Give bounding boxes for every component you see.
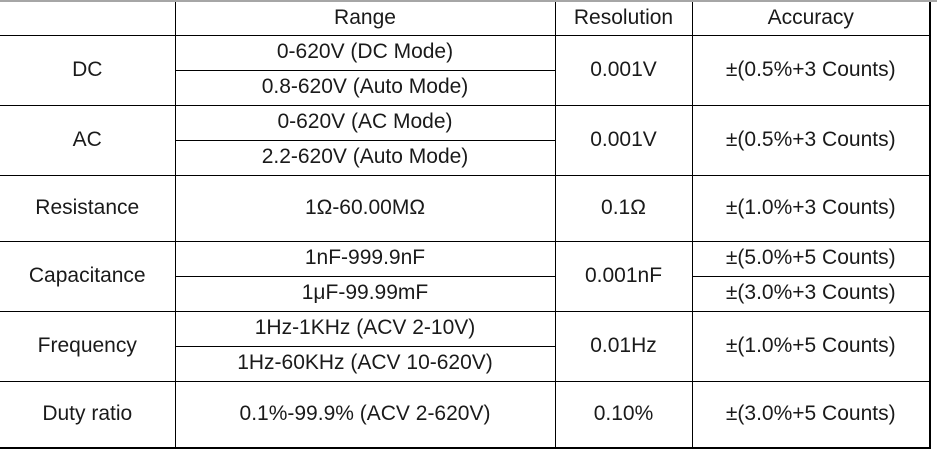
table-row: 1μF-99.99mF ±(3.0%+3 Counts) — [0, 275, 931, 312]
accuracy-cell: ±(1.0%+5 Counts) — [691, 310, 931, 382]
table-row: AC 0-620V (AC Mode) 0.001V ±(0.5%+3 Coun… — [0, 104, 931, 176]
spec-table: Range Resolution Accuracy DC 0-620V (DC … — [0, 2, 931, 449]
range-cell: 0-620V (AC Mode) — [174, 104, 556, 141]
resolution-cell: 0.001V — [554, 34, 693, 106]
table-row: Resistance 1Ω-60.00MΩ 0.1Ω ±(1.0%+3 Coun… — [0, 174, 931, 242]
row-label-resistance: Resistance — [0, 174, 176, 242]
accuracy-cell: ±(0.5%+3 Counts) — [691, 104, 931, 176]
accuracy-cell: ±(3.0%+5 Counts) — [691, 380, 931, 449]
row-label-dc: DC — [0, 34, 176, 106]
range-cell: 1Hz-1KHz (ACV 2-10V) — [174, 310, 556, 347]
range-cell: 0.1%-99.9% (ACV 2-620V) — [174, 380, 556, 449]
table-row: 0.8-620V (Auto Mode) — [0, 69, 930, 106]
resolution-cell: 0.10% — [554, 380, 693, 449]
corner-cell — [0, 2, 176, 36]
range-cell: 0.8-620V (Auto Mode) — [174, 69, 556, 106]
row-label-frequency: Frequency — [0, 310, 176, 382]
table-row: Capacitance 1nF-999.9nF 0.001nF ±(5.0%+5… — [0, 240, 931, 312]
column-header-accuracy: Accuracy — [691, 2, 931, 36]
range-cell: 1Ω-60.00MΩ — [174, 174, 556, 242]
row-label-duty-ratio: Duty ratio — [0, 380, 176, 449]
table-row: 1Hz-60KHz (ACV 10-620V) — [0, 345, 930, 382]
range-cell: 1nF-999.9nF — [174, 240, 556, 277]
accuracy-cell: ±(3.0%+3 Counts) — [691, 275, 931, 312]
accuracy-cell: ±(1.0%+3 Counts) — [691, 174, 931, 242]
resolution-cell: 0.001V — [554, 104, 693, 176]
accuracy-cell: ±(5.0%+5 Counts) — [691, 240, 931, 277]
accuracy-cell: ±(0.5%+3 Counts) — [691, 34, 931, 106]
range-cell: 1μF-99.99mF — [174, 275, 556, 312]
resolution-cell: 0.01Hz — [554, 310, 693, 382]
column-header-resolution: Resolution — [554, 2, 693, 36]
resolution-cell: 0.1Ω — [554, 174, 693, 242]
range-cell: 0-620V (DC Mode) — [174, 34, 556, 71]
header-row: Range Resolution Accuracy — [0, 2, 931, 36]
table-row: Frequency 1Hz-1KHz (ACV 2-10V) 0.01Hz ±(… — [0, 310, 931, 382]
column-header-range: Range — [174, 2, 556, 36]
table-row: 2.2-620V (Auto Mode) — [0, 139, 930, 176]
row-label-ac: AC — [0, 104, 176, 176]
top-divider-rule — [0, 0, 937, 2]
range-cell: 1Hz-60KHz (ACV 10-620V) — [174, 345, 556, 382]
resolution-cell: 0.001nF — [554, 240, 693, 312]
row-label-capacitance: Capacitance — [0, 240, 176, 312]
table-row: Duty ratio 0.1%-99.9% (ACV 2-620V) 0.10%… — [0, 380, 931, 449]
table-row: DC 0-620V (DC Mode) 0.001V ±(0.5%+3 Coun… — [0, 34, 931, 106]
range-cell: 2.2-620V (Auto Mode) — [174, 139, 556, 176]
